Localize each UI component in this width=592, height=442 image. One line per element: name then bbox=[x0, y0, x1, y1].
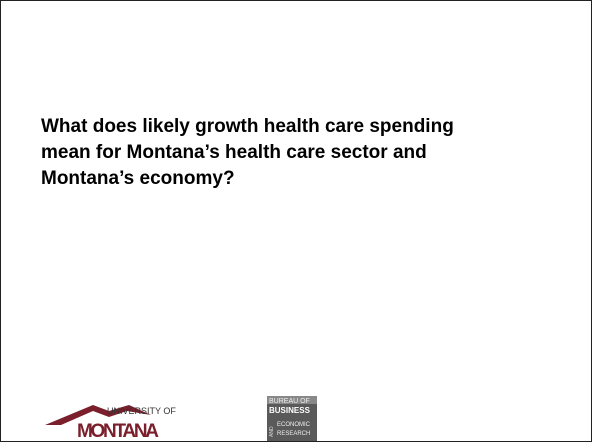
university-logo: UNIVERSITY OF MONTANA bbox=[45, 405, 176, 441]
heading-line: Montana’s economy? bbox=[41, 168, 235, 189]
logo-text: AND bbox=[269, 426, 275, 437]
logo-band bbox=[267, 396, 317, 404]
heading-line: mean for Montana’s health care sector an… bbox=[41, 142, 427, 163]
heading-line: What does likely growth health care spen… bbox=[41, 116, 454, 137]
logo-text: UNIVERSITY OF bbox=[107, 406, 176, 416]
logo-text: ECONOMIC bbox=[277, 422, 311, 428]
logo-text: RESEARCH bbox=[277, 431, 310, 437]
logo-text: BUSINESS bbox=[269, 406, 311, 415]
logo-text: BUREAU OF bbox=[269, 398, 310, 405]
bureau-logo: BUREAU OF BUSINESS AND ECONOMIC RESEARCH bbox=[267, 396, 317, 441]
logo-text: MONTANA bbox=[77, 421, 159, 441]
heading: What does likely growth health care spen… bbox=[41, 114, 454, 192]
mountain-icon bbox=[45, 405, 151, 425]
